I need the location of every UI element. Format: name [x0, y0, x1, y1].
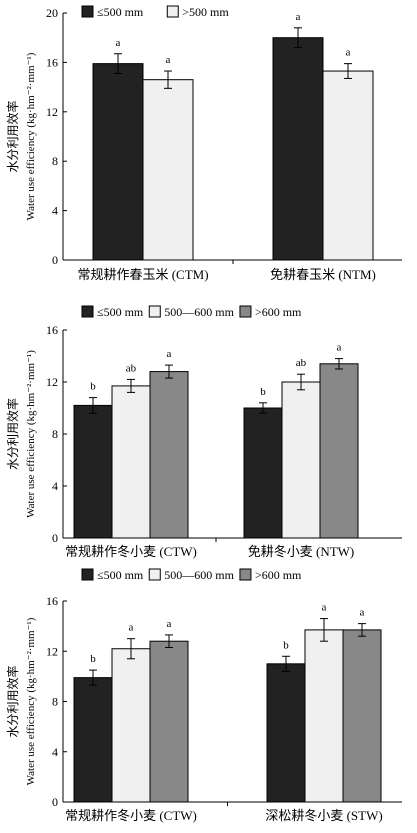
significance-label: a	[166, 54, 171, 66]
y-axis-title-en: Water use efficiency (kg·hm⁻²·mm⁻¹)	[25, 617, 37, 785]
significance-label: a	[296, 11, 301, 23]
bar	[92, 63, 144, 261]
y-tick-label: 4	[52, 204, 58, 218]
legend-label: ≤500 mm	[97, 305, 144, 319]
category-label: 常规耕作春玉米 (CTM)	[77, 267, 208, 282]
significance-label: a	[167, 348, 172, 360]
y-tick-label: 12	[46, 105, 58, 119]
bar	[281, 381, 321, 539]
legend-label: >500 mm	[182, 5, 229, 19]
significance-label: a	[346, 47, 351, 59]
y-tick-label: 16	[46, 55, 58, 69]
category-label: 免耕冬小麦 (NTW)	[248, 544, 355, 559]
legend-swatch	[148, 568, 161, 581]
legend-swatch	[148, 305, 161, 318]
significance-label: a	[116, 37, 121, 49]
category-label: 深松耕冬小麦 (STW)	[265, 808, 382, 823]
bar	[304, 629, 344, 803]
y-tick-label: 8	[52, 427, 58, 441]
y-axis-title-en: Water use efficiency (kg·hm⁻²·mm⁻¹)	[25, 52, 37, 220]
chart-panel-3: 0 4 8 12 16 水分利用效率 Water use efficiency (kg·hm…	[5, 568, 402, 823]
category-label: 免耕春玉米 (NTM)	[270, 267, 376, 282]
legend-swatch	[239, 305, 252, 318]
legend-label: >600 mm	[255, 305, 302, 319]
significance-label: b	[260, 386, 266, 398]
bar	[111, 385, 151, 539]
y-tick-label: 16	[46, 594, 58, 608]
legend-label: 500—600 mm	[164, 568, 234, 582]
significance-label: b	[90, 653, 96, 665]
bar	[342, 629, 382, 803]
category-label: 常规耕作冬小麦 (CTW)	[65, 808, 197, 823]
significance-label: a	[129, 622, 134, 634]
bar	[111, 648, 151, 803]
legend-swatch	[81, 568, 94, 581]
legend-swatch	[166, 5, 179, 18]
legend-swatch	[239, 568, 252, 581]
y-tick-label: 20	[46, 6, 58, 20]
y-tick-label: 4	[52, 479, 58, 493]
bar	[319, 363, 359, 539]
bar	[243, 407, 283, 539]
y-tick-label: 0	[52, 795, 58, 809]
y-tick-label: 16	[46, 323, 58, 337]
chart-panel-1: 0 4 8 12 16 20 水分利用效率 Water use efficiency (kg·…	[5, 5, 402, 282]
category-label: 常规耕作冬小麦 (CTW)	[65, 544, 197, 559]
significance-label: ab	[126, 362, 137, 374]
bar	[142, 79, 194, 261]
significance-label: a	[322, 602, 327, 614]
y-tick-label: 8	[52, 695, 58, 709]
y-axis-title-cn: 水分利用效率	[5, 100, 20, 172]
bar	[266, 663, 306, 803]
y-tick-label: 12	[46, 375, 58, 389]
bar	[73, 677, 113, 803]
legend-swatch	[81, 305, 94, 318]
y-tick-label: 0	[52, 253, 58, 267]
y-tick-label: 0	[52, 531, 58, 545]
significance-label: a	[360, 607, 365, 619]
significance-label: ab	[296, 357, 307, 369]
legend-label: >600 mm	[255, 568, 302, 582]
legend-label: ≤500 mm	[97, 568, 144, 582]
bar	[149, 640, 189, 803]
significance-label: a	[167, 618, 172, 630]
bar	[322, 70, 374, 261]
significance-label: b	[283, 639, 289, 651]
legend-swatch	[81, 5, 94, 18]
legend-label: ≤500 mm	[97, 5, 144, 19]
y-tick-label: 4	[52, 745, 58, 759]
bar	[149, 371, 189, 539]
bar	[73, 404, 113, 539]
y-axis-title-cn: 水分利用效率	[5, 665, 20, 737]
bar	[272, 37, 324, 261]
y-tick-label: 12	[46, 644, 58, 658]
significance-label: b	[90, 381, 96, 393]
y-axis-title-cn: 水分利用效率	[5, 398, 20, 470]
chart-panel-2: 0 4 8 12 16 水分利用效率 Water use efficiency (kg·hm…	[5, 305, 402, 559]
y-axis-title-en: Water use efficiency (kg·hm⁻²·mm⁻¹)	[25, 350, 37, 518]
legend-label: 500—600 mm	[164, 305, 234, 319]
y-tick-label: 8	[52, 154, 58, 168]
significance-label: a	[337, 342, 342, 354]
